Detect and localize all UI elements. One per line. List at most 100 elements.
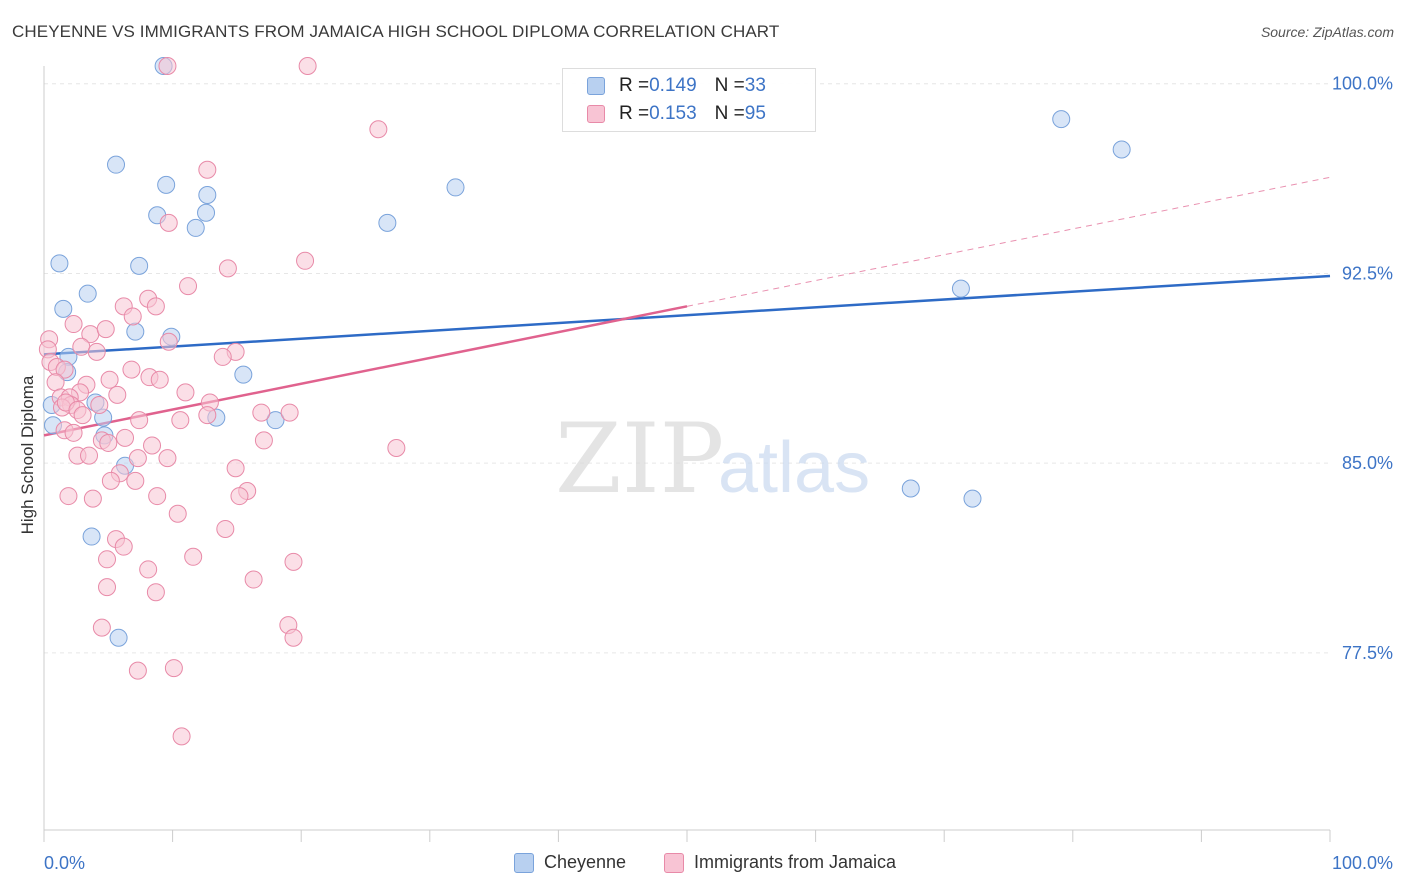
jamaica-point xyxy=(116,428,135,447)
jamaica-point xyxy=(98,578,117,597)
legend-item-cheyenne: Cheyenne xyxy=(514,852,626,873)
jamaica-legend-label: Immigrants from Jamaica xyxy=(694,852,897,872)
watermark-atlas: atlas xyxy=(718,428,870,508)
jamaica-point xyxy=(130,411,149,430)
jamaica-point xyxy=(369,120,388,139)
jamaica-point xyxy=(123,307,142,326)
r-value: 0.153 xyxy=(649,103,697,124)
jamaica-point xyxy=(298,57,317,75)
jamaica-point xyxy=(87,342,106,361)
jamaica-point xyxy=(98,550,117,569)
x-tick-labels: 0.0% 100.0% xyxy=(44,853,1393,873)
jamaica-legend-swatch xyxy=(664,852,684,873)
jamaica-point xyxy=(296,251,315,270)
y-axis-label: High School Diploma xyxy=(18,375,37,534)
y-tick-label: 92.5% xyxy=(1342,263,1393,283)
jamaica-point xyxy=(100,370,119,389)
r-label: R = xyxy=(619,75,650,96)
data-points xyxy=(38,57,1131,746)
y-tick-label: 100.0% xyxy=(1332,74,1393,94)
legend-item-jamaica: Immigrants from Jamaica xyxy=(664,852,896,873)
jamaica-point xyxy=(73,406,92,425)
x-tick-label: 0.0% xyxy=(44,853,85,873)
jamaica-trend-line xyxy=(43,305,688,437)
jamaica-point xyxy=(284,552,303,571)
jamaica-point xyxy=(128,449,147,468)
jamaica-point xyxy=(280,403,299,422)
jamaica-point xyxy=(213,347,232,366)
watermark-zip: ZIP xyxy=(555,403,724,515)
cheyenne-point xyxy=(157,175,176,194)
watermark: ZIP atlas xyxy=(555,403,870,515)
cheyenne-point xyxy=(963,489,982,508)
jamaica-point xyxy=(172,727,191,746)
jamaica-point xyxy=(171,411,190,430)
y-tick-label: 77.5% xyxy=(1342,643,1393,663)
jamaica-point xyxy=(198,406,217,425)
jamaica-point xyxy=(108,385,127,404)
cheyenne-swatch xyxy=(587,77,605,95)
jamaica-point xyxy=(146,297,165,316)
jamaica-point xyxy=(143,436,162,455)
cheyenne-point xyxy=(1112,140,1131,159)
jamaica-point xyxy=(114,537,133,556)
cheyenne-point xyxy=(130,256,149,275)
cheyenne-point xyxy=(1052,110,1071,129)
jamaica-point xyxy=(64,315,83,334)
jamaica-point xyxy=(128,661,147,680)
jamaica-point xyxy=(146,583,165,602)
jamaica-point xyxy=(150,370,169,389)
jamaica-point xyxy=(252,403,271,422)
jamaica-point xyxy=(254,431,273,450)
jamaica-point xyxy=(230,487,249,506)
jamaica-point xyxy=(80,446,99,465)
legend-row-cheyenne: R = 0.149 N = 33 xyxy=(587,74,766,98)
jamaica-point xyxy=(159,332,178,351)
jamaica-point xyxy=(168,504,187,523)
jamaica-point xyxy=(226,459,245,478)
jamaica-swatch xyxy=(587,105,605,123)
jamaica-point xyxy=(46,373,65,392)
chart-source: Source: ZipAtlas.com xyxy=(1260,24,1394,40)
jamaica-point xyxy=(139,560,158,579)
y-tick-labels: 100.0% 92.5% 85.0% 77.5% xyxy=(1332,74,1393,663)
n-value: 33 xyxy=(744,75,766,96)
jamaica-point xyxy=(179,277,198,296)
jamaica-point xyxy=(158,57,177,75)
trend-lines xyxy=(43,176,1331,437)
jamaica-point xyxy=(158,449,177,468)
jamaica-point xyxy=(99,433,118,452)
cheyenne-point xyxy=(109,628,128,647)
jamaica-point xyxy=(101,471,120,490)
jamaica-point xyxy=(126,471,145,490)
cheyenne-point xyxy=(266,411,285,430)
cheyenne-trend-line xyxy=(43,274,1331,356)
cheyenne-point xyxy=(78,284,97,303)
cheyenne-point xyxy=(951,279,970,298)
n-label: N = xyxy=(714,103,745,124)
jamaica-point xyxy=(64,423,83,442)
cheyenne-point xyxy=(54,299,73,318)
jamaica-point xyxy=(244,570,263,589)
jamaica-point xyxy=(284,628,303,647)
jamaica-point xyxy=(55,360,74,379)
axes xyxy=(43,66,1331,842)
r-value: 0.149 xyxy=(649,75,697,96)
gridlines xyxy=(44,83,1330,654)
cheyenne-legend-swatch xyxy=(514,852,534,873)
jamaica-point xyxy=(90,395,109,414)
jamaica-point xyxy=(159,213,178,232)
cheyenne-point xyxy=(107,155,126,174)
cheyenne-point xyxy=(234,365,253,384)
jamaica-point xyxy=(184,547,203,566)
cheyenne-legend-label: Cheyenne xyxy=(544,852,627,872)
cheyenne-point xyxy=(82,527,101,546)
legend-row-jamaica: R = 0.153 N = 95 xyxy=(587,102,766,126)
jamaica-point xyxy=(92,618,111,637)
correlation-legend: R = 0.149 N = 33 R = 0.153 N = 95 xyxy=(562,68,816,132)
jamaica-point xyxy=(216,519,235,538)
cheyenne-point xyxy=(50,254,69,273)
x-tick-label: 100.0% xyxy=(1332,853,1393,873)
jamaica-point xyxy=(148,487,167,506)
